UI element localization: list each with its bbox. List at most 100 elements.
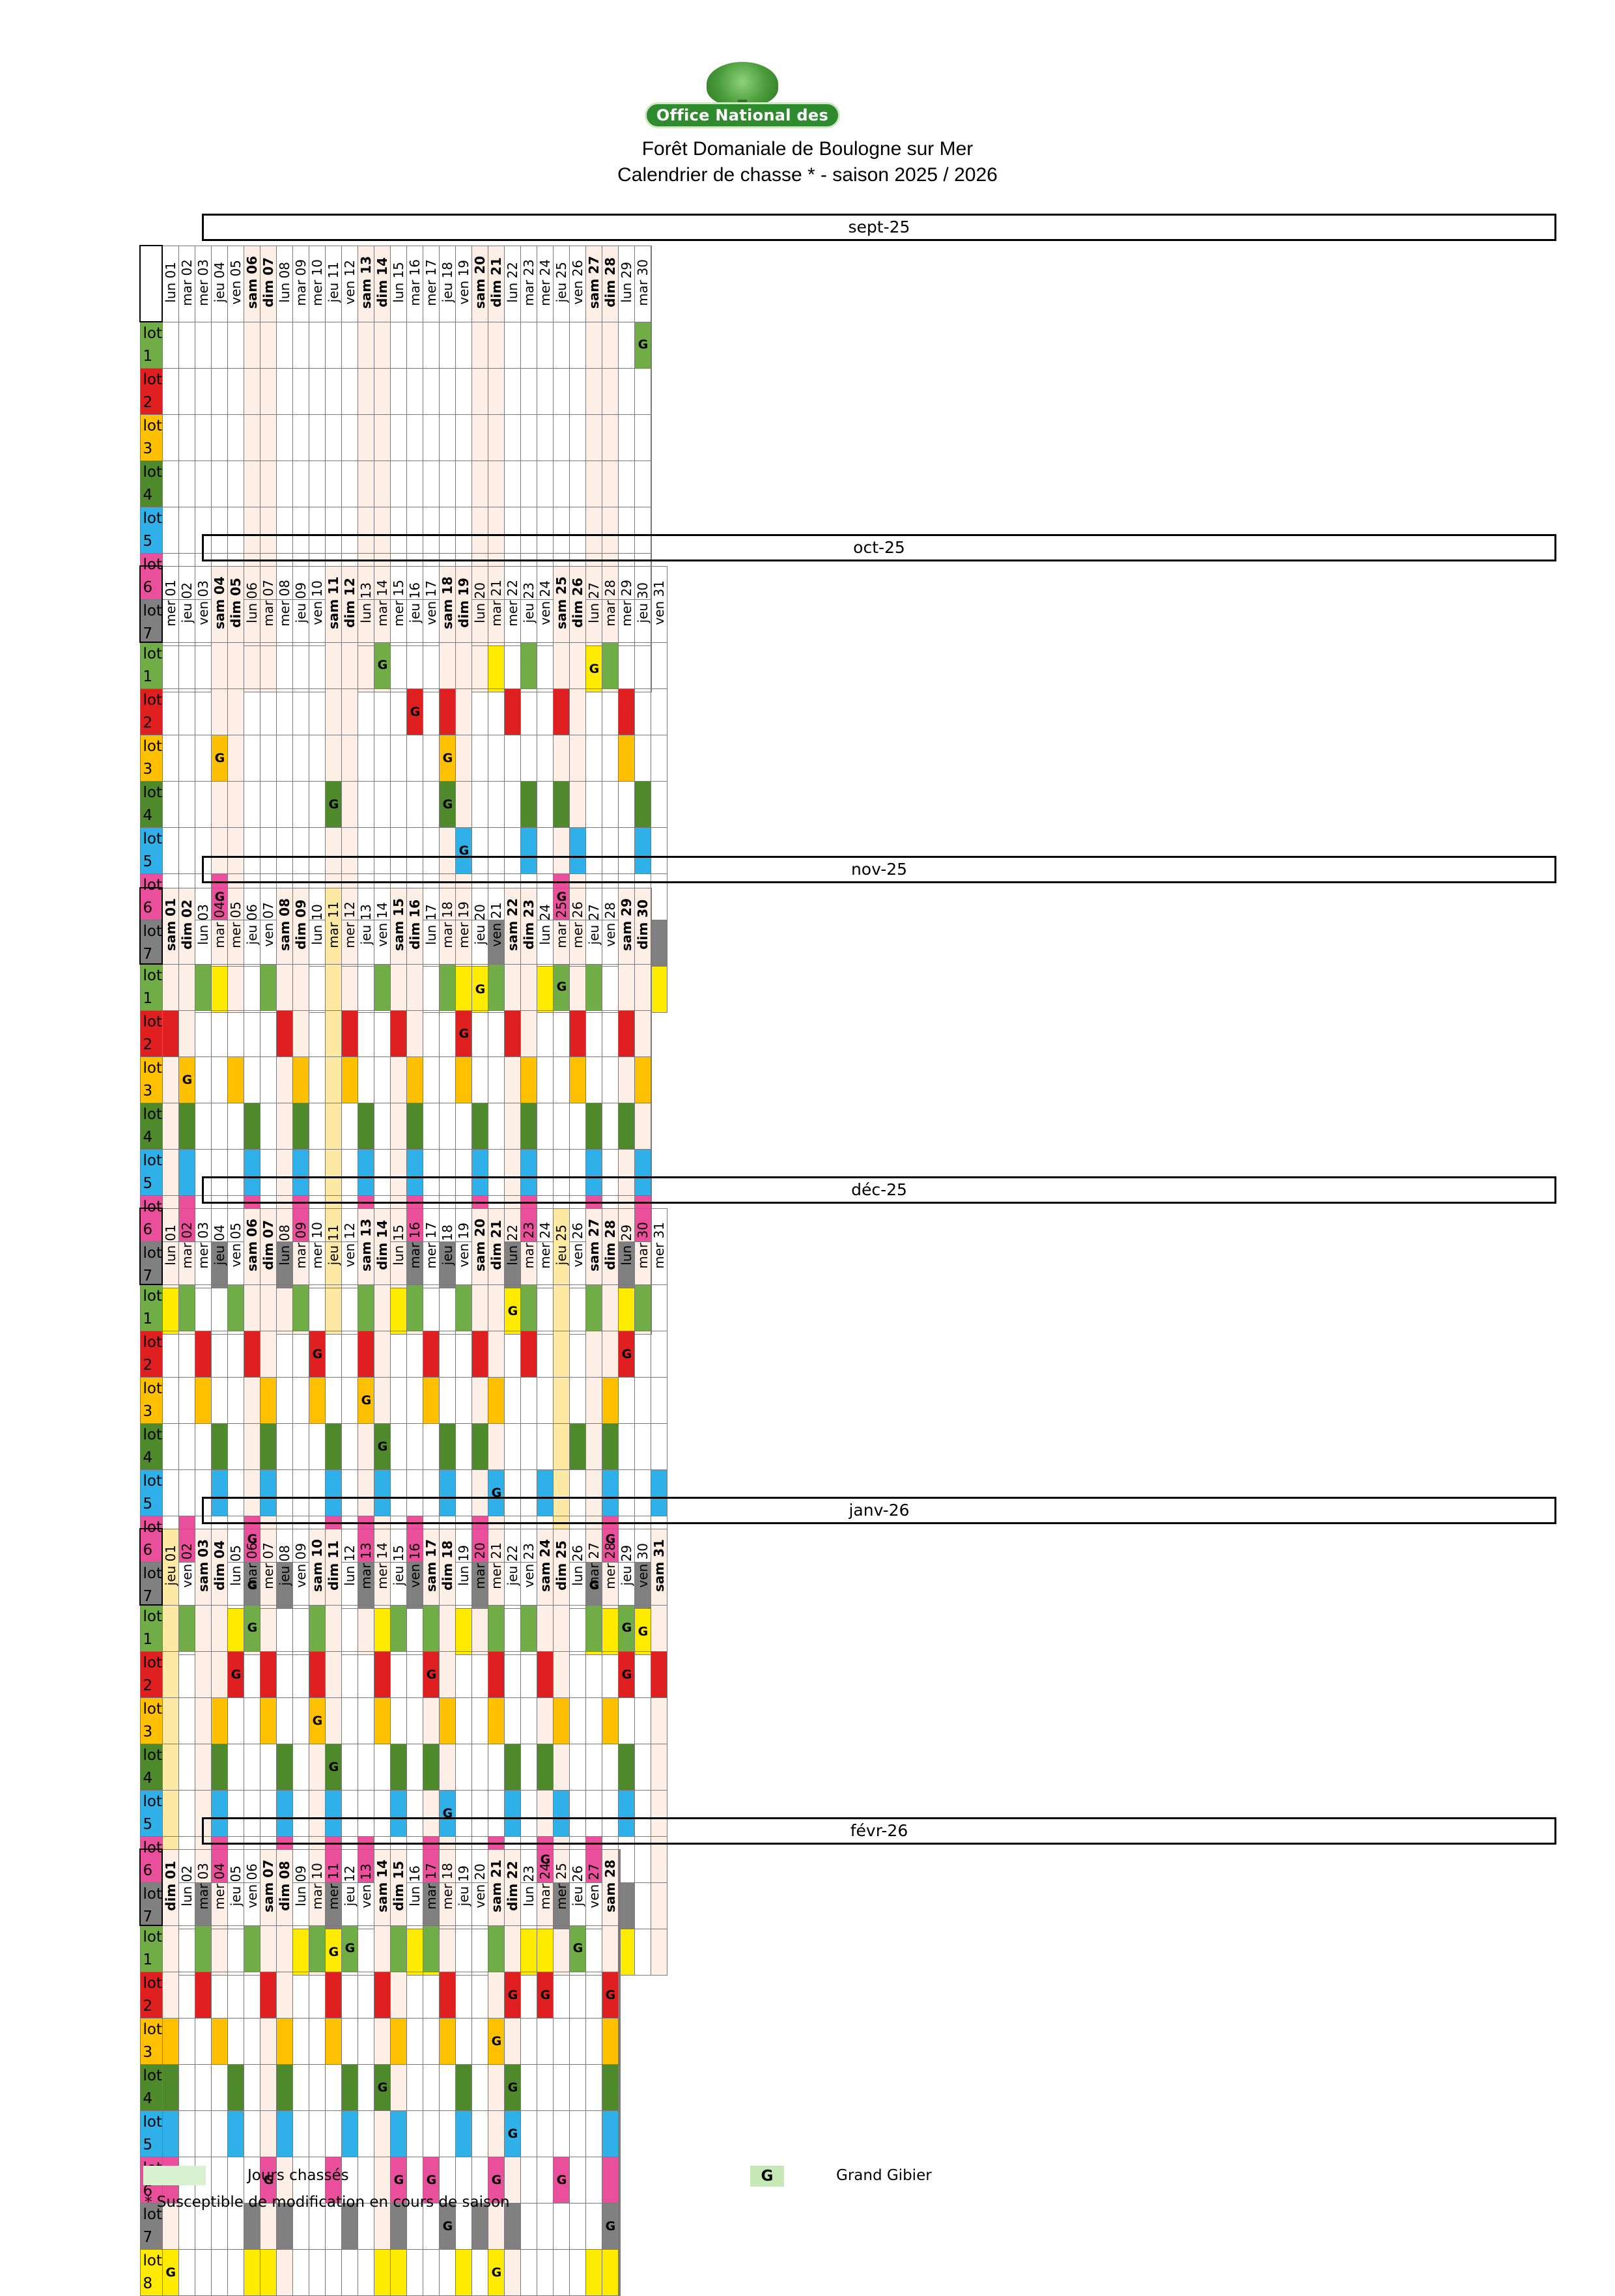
day-header: mar 14 [374,565,391,643]
day-cell [227,461,245,507]
hunt-day-cell [406,1056,424,1103]
day-label: sam 31 [651,1538,667,1593]
day-label: dim 22 [505,1861,521,1911]
day-cell [569,507,587,554]
day-label: lun 22 [505,262,521,303]
day-label: dim 18 [440,1540,456,1591]
day-cell [309,1149,326,1196]
day-cell [553,1744,570,1791]
day-cell [341,963,359,1011]
day-header: jeu 29 [618,1528,636,1606]
day-label: mer 29 [619,579,635,627]
hunt-day-cell [211,2018,229,2065]
day-cell [471,1056,489,1103]
hunt-day-cell [504,1744,522,1791]
day-cell [292,735,310,782]
day-cell [358,2249,375,2296]
day-cell [634,1882,652,1929]
hunt-day-cell [585,1103,603,1150]
hunt-day-cell [439,688,456,735]
day-header: ven 12 [341,245,359,322]
hunt-day-cell [195,1972,212,2019]
day-cell [651,1604,668,1652]
day-cell [471,642,489,689]
day-cell [178,507,196,554]
day-label: lun 03 [195,904,212,945]
logo-text: Office National des Forêts [645,102,840,147]
day-cell [390,1284,408,1331]
day-cell [455,1744,473,1791]
day-cell [358,2157,375,2204]
day-cell [292,1604,310,1652]
day-header: mer 25 [553,1849,570,1926]
day-cell [211,1103,229,1150]
day-cell [276,1604,294,1652]
day-cell [504,781,522,828]
day-label: dim 04 [212,1540,228,1591]
grand-gibier-cell: G [537,1972,554,2019]
day-header: sam 13 [358,245,375,322]
day-label: sam 06 [244,255,260,309]
day-label: dim 19 [456,578,472,628]
day-cell [309,2018,326,2065]
day-header: ven 24 [537,565,554,643]
day-cell [619,2018,621,2065]
day-cell [471,963,489,1011]
day-cell [455,414,473,461]
day-cell [260,642,277,689]
day-cell [455,1604,473,1652]
day-cell [374,1925,391,1972]
day-label: jeu 04 [212,1225,228,1266]
day-header: mar 23 [520,245,538,322]
day-header: sam 27 [585,245,603,322]
day-header: sam 06 [244,245,261,322]
day-cell [292,963,310,1011]
day-cell [341,688,359,735]
lot-row: lot 2 G [139,1010,653,1057]
day-cell [162,1651,180,1698]
hunt-day-cell [374,1469,391,1516]
day-cell [488,1423,505,1470]
day-cell [309,735,326,782]
day-header: mar 13 [358,1528,375,1606]
day-header: ven 09 [292,1528,310,1606]
day-label: lun 10 [309,904,326,945]
day-cell [358,1925,375,1972]
day-cell [244,642,261,689]
grand-gibier-cell: G [406,688,424,735]
day-cell [520,963,538,1011]
lot-label: lot 1 [139,642,163,689]
grand-gibier-cell: G [211,735,229,782]
lot-row: lot 5 [139,1149,653,1196]
day-header: mer 08 [276,565,294,643]
day-header: mar 28 [602,565,619,643]
hunt-day-cell [341,1056,359,1103]
day-cell [406,368,424,415]
hunt-day-cell [162,1010,180,1057]
day-cell [553,368,570,415]
grand-gibier-cell: G [439,781,456,828]
day-cell [325,1377,343,1424]
day-cell [292,1331,310,1378]
day-cell [211,368,229,415]
day-cell [260,368,277,415]
day-cell [341,1103,359,1150]
day-header: sam 10 [309,1528,326,1606]
day-cell [602,368,619,415]
day-label: mar 02 [179,259,195,306]
day-label: dim 08 [277,1861,293,1911]
day-label: ven 19 [456,260,472,305]
lot-label: lot 4 [139,1423,163,1470]
lot-row: lot 4 [139,1103,653,1150]
day-cell [162,1925,180,1972]
day-header: mer 21 [488,1528,505,1606]
hunt-day-cell [260,1972,277,2019]
day-cell [178,1972,196,2019]
day-label: lun 17 [423,904,440,945]
day-header: ven 26 [569,245,587,322]
day-header: mer 29 [618,565,636,643]
day-cell [227,1604,245,1652]
day-cell [520,1423,538,1470]
day-cell [195,2018,212,2065]
